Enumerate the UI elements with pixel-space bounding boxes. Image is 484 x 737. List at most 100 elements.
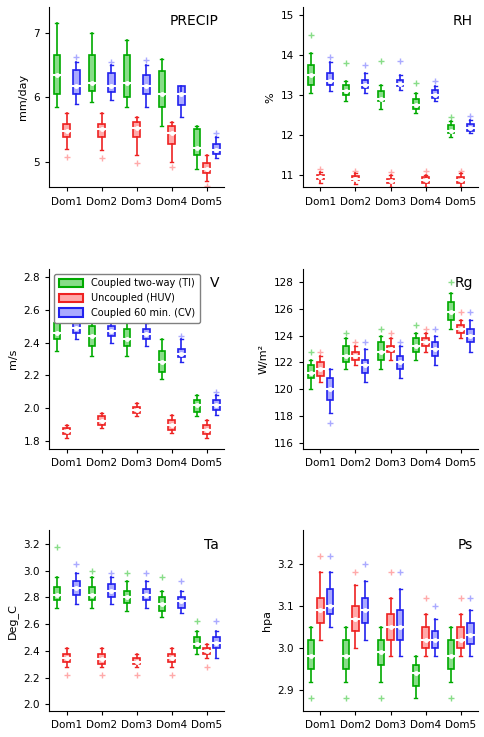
Text: PRECIP: PRECIP bbox=[170, 14, 218, 28]
Bar bbox=[123, 55, 130, 97]
Bar bbox=[54, 587, 60, 600]
Bar bbox=[89, 55, 95, 91]
Bar bbox=[431, 342, 438, 356]
Bar bbox=[412, 665, 418, 686]
Text: Rg: Rg bbox=[454, 276, 472, 290]
Bar bbox=[326, 378, 333, 399]
Y-axis label: mm/day: mm/day bbox=[18, 74, 28, 120]
Bar bbox=[351, 606, 358, 632]
Bar bbox=[307, 365, 313, 378]
Bar bbox=[203, 425, 210, 435]
Bar bbox=[178, 598, 184, 608]
Bar bbox=[396, 80, 403, 86]
Bar bbox=[342, 640, 348, 669]
Bar bbox=[213, 144, 219, 154]
Bar bbox=[362, 80, 368, 88]
Bar bbox=[98, 125, 105, 137]
Bar bbox=[133, 407, 139, 413]
Text: Ta: Ta bbox=[204, 538, 218, 552]
Bar bbox=[73, 323, 79, 332]
Bar bbox=[362, 360, 368, 373]
Bar bbox=[143, 590, 149, 600]
Bar bbox=[307, 640, 313, 669]
Bar bbox=[422, 627, 428, 648]
Bar bbox=[63, 125, 70, 137]
Bar bbox=[108, 584, 114, 598]
Text: Ps: Ps bbox=[456, 538, 472, 552]
Bar bbox=[213, 400, 219, 410]
Bar bbox=[422, 178, 428, 183]
Bar bbox=[168, 419, 174, 430]
Bar bbox=[447, 125, 453, 133]
Bar bbox=[377, 342, 383, 360]
Bar bbox=[73, 70, 79, 94]
Bar bbox=[447, 640, 453, 669]
Bar bbox=[158, 598, 165, 611]
Bar bbox=[63, 428, 70, 435]
Bar bbox=[412, 99, 418, 109]
Legend: Coupled two-way (TI), Uncoupled (HUV), Coupled 60 min. (CV): Coupled two-way (TI), Uncoupled (HUV), C… bbox=[54, 273, 199, 323]
Bar bbox=[168, 654, 174, 662]
Bar bbox=[396, 356, 403, 369]
Bar bbox=[63, 654, 70, 662]
Text: V: V bbox=[209, 276, 218, 290]
Bar bbox=[431, 632, 438, 648]
Bar bbox=[387, 615, 393, 640]
Bar bbox=[447, 302, 453, 320]
Bar bbox=[326, 590, 333, 615]
Bar bbox=[98, 654, 105, 664]
Bar bbox=[456, 325, 463, 333]
Bar bbox=[178, 349, 184, 357]
Bar bbox=[143, 329, 149, 339]
Y-axis label: Deg_C: Deg_C bbox=[7, 603, 18, 639]
Bar bbox=[387, 346, 393, 352]
Bar bbox=[456, 627, 463, 648]
Bar bbox=[193, 130, 199, 156]
Y-axis label: m/s: m/s bbox=[8, 349, 18, 369]
Bar bbox=[54, 323, 60, 339]
Bar bbox=[54, 55, 60, 94]
Bar bbox=[89, 587, 95, 600]
Bar bbox=[351, 176, 358, 181]
Bar bbox=[342, 85, 348, 95]
Bar bbox=[387, 178, 393, 183]
Bar bbox=[123, 590, 130, 603]
Y-axis label: %: % bbox=[265, 92, 274, 102]
Bar bbox=[326, 73, 333, 85]
Bar bbox=[168, 126, 174, 144]
Bar bbox=[143, 74, 149, 94]
Bar bbox=[193, 638, 199, 648]
Bar bbox=[307, 65, 313, 85]
Bar bbox=[342, 346, 348, 363]
Bar bbox=[317, 175, 323, 179]
Bar bbox=[431, 91, 438, 99]
Bar bbox=[466, 623, 472, 644]
Bar bbox=[158, 71, 165, 107]
Bar bbox=[362, 598, 368, 623]
Bar bbox=[456, 178, 463, 183]
Bar bbox=[317, 598, 323, 623]
Bar bbox=[108, 326, 114, 336]
Y-axis label: hpa: hpa bbox=[261, 610, 271, 632]
Bar bbox=[317, 363, 323, 376]
Bar bbox=[158, 351, 165, 372]
Bar bbox=[89, 326, 95, 346]
Bar bbox=[396, 610, 403, 640]
Bar bbox=[466, 329, 472, 342]
Bar bbox=[133, 122, 139, 137]
Bar bbox=[213, 638, 219, 648]
Bar bbox=[377, 91, 383, 101]
Y-axis label: W/m²: W/m² bbox=[258, 344, 268, 374]
Bar bbox=[123, 329, 130, 346]
Bar bbox=[108, 73, 114, 92]
Bar bbox=[178, 85, 184, 105]
Bar bbox=[203, 648, 210, 654]
Bar bbox=[193, 400, 199, 411]
Bar bbox=[351, 352, 358, 360]
Bar bbox=[203, 163, 210, 173]
Bar bbox=[422, 338, 428, 346]
Bar bbox=[133, 657, 139, 664]
Bar bbox=[98, 416, 105, 425]
Bar bbox=[412, 338, 418, 352]
Bar bbox=[377, 640, 383, 665]
